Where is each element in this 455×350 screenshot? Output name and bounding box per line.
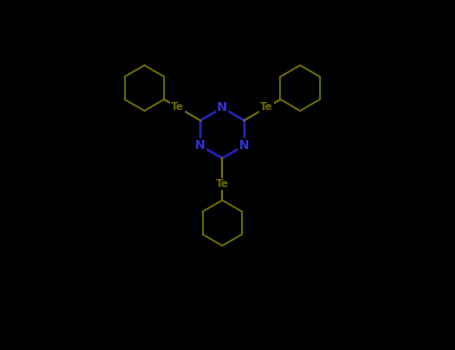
Text: N: N xyxy=(217,101,228,114)
Text: N: N xyxy=(195,139,206,152)
Text: N: N xyxy=(239,139,249,152)
Text: Te: Te xyxy=(260,102,273,112)
Text: Te: Te xyxy=(171,102,184,112)
Text: Te: Te xyxy=(216,180,229,189)
